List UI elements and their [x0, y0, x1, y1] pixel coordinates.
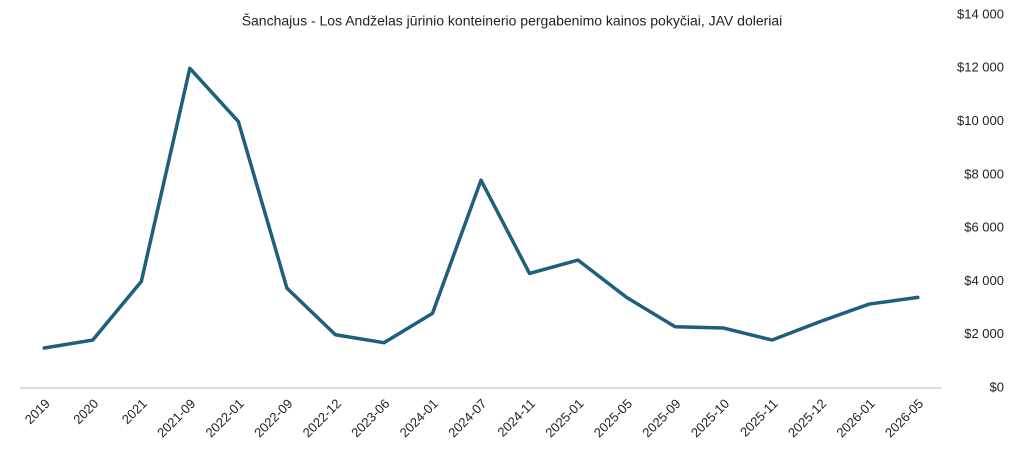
y-tick-label: $0 — [990, 379, 1004, 394]
x-tick-label: 2026-01 — [833, 396, 877, 440]
x-tick-label: 2024-07 — [445, 396, 489, 440]
x-tick-label: 2022-01 — [203, 396, 247, 440]
x-tick-label: 2025-09 — [639, 396, 683, 440]
x-tick-label: 2025-11 — [737, 396, 781, 440]
x-tick-label: 2024-01 — [397, 396, 441, 440]
x-tick-label: 2025-10 — [688, 396, 732, 440]
x-tick-label: 2021-09 — [154, 396, 198, 440]
y-tick-label: $14 000 — [957, 6, 1004, 21]
x-tick-label: 2024-11 — [494, 396, 538, 440]
y-tick-label: $8 000 — [964, 166, 1004, 181]
y-tick-label: $12 000 — [957, 60, 1004, 75]
x-tick-label: 2026-05 — [882, 396, 926, 440]
y-tick-label: $4 000 — [964, 273, 1004, 288]
x-tick-label: 2025-12 — [785, 396, 829, 440]
x-tick-label: 2019 — [22, 396, 53, 427]
y-tick-label: $10 000 — [957, 113, 1004, 128]
chart-title: Šanchajus - Los Andželas jūrinio kontein… — [242, 13, 783, 29]
line-series — [42, 66, 920, 350]
x-tick-label: 2025-01 — [542, 396, 586, 440]
x-tick-label: 2023-06 — [348, 396, 392, 440]
x-tick-label: 2021 — [119, 396, 150, 427]
x-tick-label: 2022-12 — [300, 396, 344, 440]
x-tick-label: 2022-09 — [251, 396, 295, 440]
y-tick-label: $6 000 — [964, 220, 1004, 235]
x-tick-label: 2020 — [70, 396, 101, 427]
y-tick-label: $2 000 — [964, 326, 1004, 341]
x-tick-label: 2025-05 — [591, 396, 635, 440]
